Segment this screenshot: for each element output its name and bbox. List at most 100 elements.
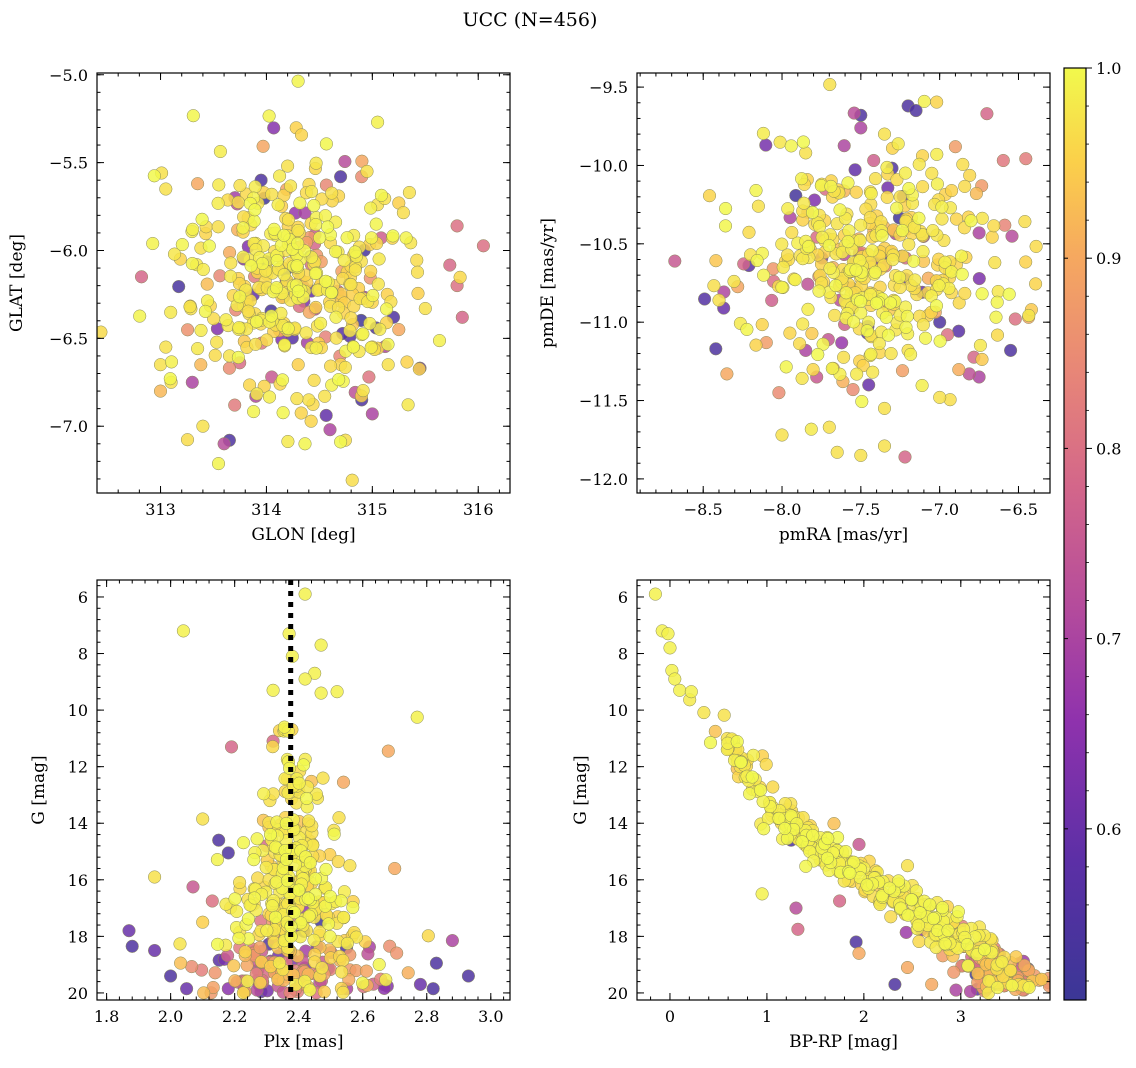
data-point	[864, 187, 878, 201]
data-point	[372, 252, 386, 266]
data-point	[1003, 963, 1018, 977]
data-point	[813, 219, 827, 234]
data-point	[668, 672, 682, 686]
data-point	[1035, 972, 1049, 986]
data-point	[172, 280, 186, 294]
data-point	[949, 983, 963, 997]
data-point	[349, 930, 363, 944]
data-point	[860, 324, 874, 338]
data-point	[196, 262, 210, 277]
data-point	[988, 256, 1002, 270]
data-point	[309, 300, 323, 314]
data-point	[210, 853, 224, 867]
data-point	[935, 200, 949, 214]
data-point	[268, 910, 283, 924]
data-point	[374, 188, 388, 202]
data-point	[372, 957, 386, 972]
data-point	[344, 311, 358, 325]
data-point	[247, 891, 261, 905]
data-point	[972, 226, 986, 240]
data-point	[912, 157, 926, 171]
data-point	[236, 221, 250, 235]
data-point	[265, 899, 279, 913]
data-point	[174, 956, 188, 970]
data-point	[958, 179, 972, 193]
data-point	[916, 180, 930, 194]
data-point	[833, 894, 847, 908]
data-point	[365, 407, 379, 421]
data-point	[228, 974, 242, 988]
data-point	[244, 259, 258, 273]
colorbar-tick-label: 0.7	[1096, 630, 1121, 649]
data-point	[785, 225, 799, 240]
data-point	[806, 363, 820, 377]
data-point	[263, 828, 278, 842]
data-point	[224, 740, 239, 754]
data-point	[260, 923, 274, 938]
y-tick-label: 8	[78, 645, 88, 664]
colorbar-tick-label: 1.0	[1096, 59, 1121, 78]
data-point	[371, 115, 385, 129]
data-point	[319, 137, 333, 151]
data-point	[1019, 255, 1033, 269]
data-point	[210, 335, 224, 349]
data-point	[159, 340, 173, 354]
y-tick-label: −6.0	[49, 241, 88, 260]
colorbar-gradient	[1063, 67, 1087, 1001]
data-point	[980, 107, 994, 121]
data-point	[303, 856, 317, 870]
data-point	[822, 420, 836, 434]
data-point	[929, 299, 944, 313]
data-point	[933, 390, 947, 404]
data-point	[849, 185, 863, 199]
data-point	[314, 686, 328, 700]
data-point	[990, 295, 1004, 309]
data-point	[159, 182, 173, 196]
x-axis-label: BP-RP [mag]	[789, 1032, 898, 1052]
data-point	[476, 239, 490, 253]
data-point	[1019, 152, 1033, 166]
data-point	[973, 338, 987, 352]
data-point	[208, 966, 222, 980]
y-tick-label: 20	[608, 984, 628, 1003]
data-point	[930, 147, 944, 161]
data-point	[256, 139, 270, 153]
data-point	[198, 304, 212, 318]
data-point	[228, 398, 242, 412]
data-point	[318, 209, 332, 223]
axes-frame	[96, 72, 511, 494]
data-point	[935, 212, 949, 226]
data-point	[369, 217, 383, 231]
data-point	[849, 263, 863, 277]
data-point	[952, 363, 966, 377]
data-point	[990, 328, 1005, 342]
data-point	[755, 887, 769, 901]
data-point	[806, 828, 820, 842]
data-point	[852, 837, 866, 851]
data-point	[933, 334, 947, 348]
data-point	[318, 389, 332, 403]
data-point	[232, 321, 246, 335]
data-point	[324, 359, 338, 373]
data-point	[853, 233, 867, 247]
data-point	[707, 279, 721, 293]
data-point	[900, 309, 914, 323]
data-point	[1018, 215, 1032, 229]
data-point	[401, 966, 415, 980]
data-point	[757, 822, 771, 836]
y-tick-label: 6	[78, 588, 88, 607]
data-point	[804, 422, 818, 436]
data-point	[250, 315, 264, 329]
data-point	[356, 327, 370, 341]
data-point	[222, 361, 236, 375]
data-point	[797, 196, 811, 210]
scatter-panel-plx-g: 1.8 2.0 2.2 2.4 2.6 2.8 3.0 6 8 10 12 14 16 18 20 Plx …	[29, 579, 511, 1052]
y-tick-label: −5.5	[49, 154, 88, 173]
data-point	[249, 337, 263, 351]
data-point	[281, 159, 295, 173]
data-point	[343, 324, 357, 338]
data-point	[823, 261, 837, 275]
data-point	[410, 253, 424, 267]
data-point	[945, 184, 959, 198]
axes-frame	[636, 579, 1051, 1001]
